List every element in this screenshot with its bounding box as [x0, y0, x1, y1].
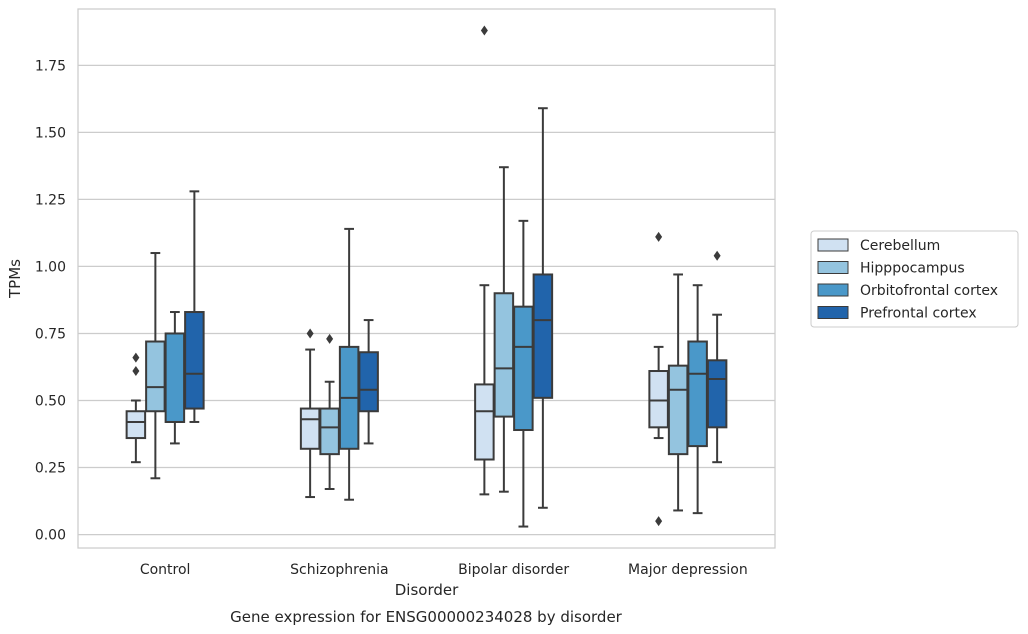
box-groups: [125, 25, 728, 528]
box-3-1: [358, 319, 379, 445]
box-iqr: [648, 370, 669, 429]
legend-item: Prefrontal cortex: [817, 306, 977, 322]
y-axis-ticks: 0.00 0.25 0.50 0.75 1.00 1.25 1.50 1.75: [35, 58, 66, 543]
box-iqr: [687, 340, 708, 448]
outlier-point: [132, 352, 140, 363]
legend-swatch: [817, 238, 849, 252]
box-iqr: [474, 383, 495, 461]
box-iqr: [299, 407, 321, 450]
box-3-3: [706, 250, 728, 464]
y-tick-label: 1.00: [35, 259, 66, 275]
legend-frame: [810, 230, 1019, 328]
box-iqr: [184, 311, 205, 410]
x-tick-label: Bipolar disorder: [458, 562, 569, 578]
x-axis-ticks: Control Schizophrenia Bipolar disorder Majo…: [140, 562, 748, 578]
box-2-2: [513, 219, 534, 528]
x-axis-label: Disorder: [395, 581, 459, 599]
legend-swatch: [817, 306, 849, 319]
box-iqr: [667, 364, 689, 456]
box-2-1: [338, 227, 360, 501]
legend-swatch: [817, 261, 849, 274]
legend-label: Prefrontal cortex: [860, 306, 977, 322]
box-iqr: [164, 332, 186, 423]
y-tick-label: 1.25: [35, 192, 66, 208]
chart-caption: Gene expression for ENSG00000234028 by d…: [230, 608, 623, 626]
y-tick-label: 1.75: [35, 58, 66, 74]
box-1-2: [493, 166, 515, 493]
box-3-0: [184, 190, 205, 423]
box-0-3: [648, 231, 669, 527]
box-iqr: [532, 273, 554, 399]
legend-label: Hipppocampus: [860, 261, 965, 277]
x-tick-label: Control: [140, 562, 191, 578]
box-3-2: [532, 107, 554, 509]
x-tick-label: Schizophrenia: [290, 562, 388, 578]
outlier-point: [306, 328, 314, 339]
legend-label: Cerebellum: [860, 238, 940, 254]
box-iqr: [358, 351, 379, 413]
plot-area-frame: [77, 8, 776, 549]
y-tick-label: 0.00: [35, 528, 66, 544]
box-1-0: [145, 252, 166, 480]
y-tick-label: 1.50: [35, 125, 66, 141]
box-iqr: [706, 359, 728, 429]
y-tick-label: 0.25: [35, 461, 66, 477]
box-0-2: [474, 25, 495, 496]
box-iqr: [125, 410, 147, 440]
y-tick-label: 0.50: [35, 394, 66, 410]
outlier-point: [132, 366, 140, 377]
x-tick-label: Major depression: [628, 562, 748, 578]
box-0-1: [299, 328, 321, 499]
legend-item: Cerebellum: [817, 238, 940, 254]
y-axis-label: TPMs: [6, 259, 24, 299]
legend-label: Orbitofrontal cortex: [860, 283, 998, 299]
outlier-point: [326, 333, 334, 344]
outlier-point: [655, 516, 663, 527]
box-iqr: [319, 407, 340, 456]
box-iqr: [513, 305, 534, 432]
outlier-point: [713, 250, 721, 261]
legend: Cerebellum Hipppocampus Orbitofrontal cort…: [810, 230, 1019, 328]
box-iqr: [493, 292, 515, 418]
outlier-point: [655, 231, 663, 242]
legend-item: Orbitofrontal cortex: [817, 283, 998, 299]
outlier-point: [480, 25, 488, 36]
box-0-0: [125, 352, 147, 464]
y-tick-label: 0.75: [35, 326, 66, 342]
box-1-1: [319, 333, 340, 491]
legend-swatch: [817, 283, 849, 297]
box-iqr: [145, 340, 166, 413]
legend-item: Hipppocampus: [817, 261, 965, 277]
